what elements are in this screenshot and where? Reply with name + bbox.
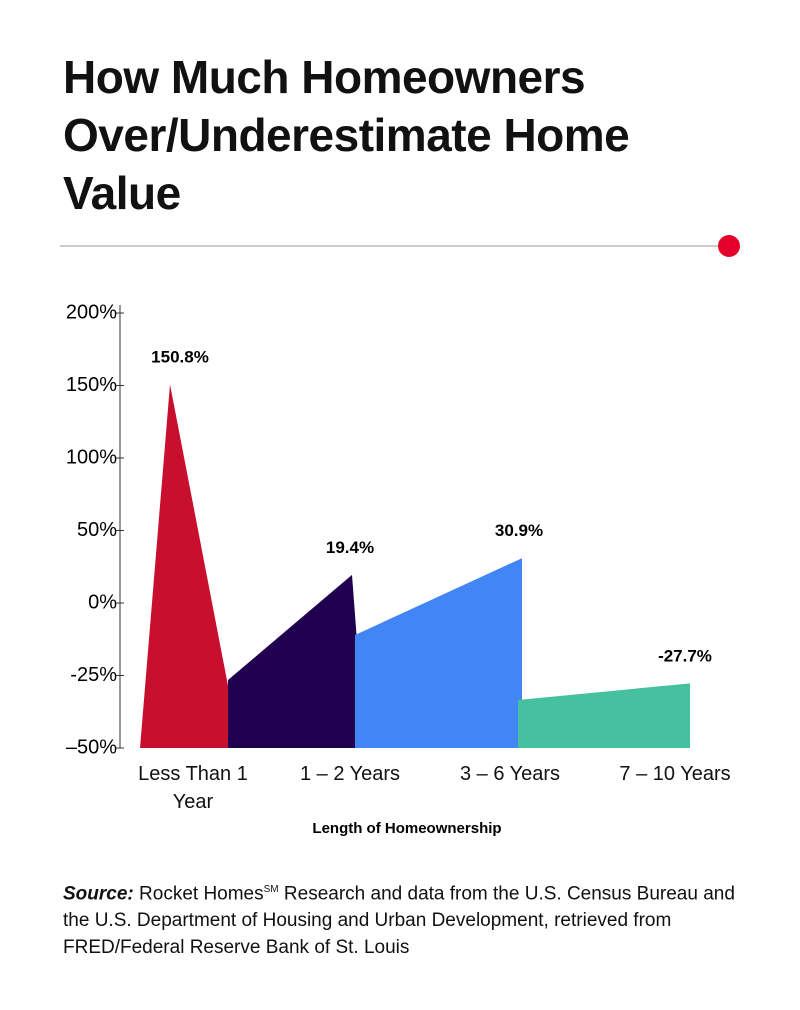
y-tick-label: 100% bbox=[66, 446, 117, 468]
source-main: Rocket Homes bbox=[139, 883, 264, 905]
divider-dot bbox=[718, 235, 740, 257]
source-label: Source: bbox=[63, 883, 134, 905]
value-label: 30.9% bbox=[495, 521, 543, 540]
y-tick-label: 150% bbox=[66, 374, 117, 396]
value-label: 19.4% bbox=[326, 538, 374, 557]
y-tick-label: 0% bbox=[88, 591, 117, 613]
source-rest: Research and data from the U.S. Census B… bbox=[63, 883, 735, 959]
source-sup: SM bbox=[263, 884, 279, 895]
y-tick-label: -25% bbox=[70, 664, 117, 686]
peak-area bbox=[228, 574, 365, 748]
peak-area bbox=[355, 558, 522, 748]
peak-area bbox=[518, 683, 690, 748]
y-tick-label: 50% bbox=[77, 519, 117, 541]
x-tick-label: Less Than 1 Year bbox=[138, 763, 248, 813]
peak-area bbox=[140, 384, 240, 748]
y-tick-label: 200% bbox=[66, 301, 117, 323]
chart-title: How Much Homeowners Over/Underestimate H… bbox=[63, 51, 630, 219]
x-axis-label: Length of Homeownership bbox=[312, 820, 501, 837]
x-tick-label: 7 – 10 Years bbox=[619, 763, 731, 785]
value-label: 150.8% bbox=[151, 347, 209, 366]
y-tick-label: –50% bbox=[66, 736, 117, 758]
x-tick-label: 3 – 6 Years bbox=[459, 763, 561, 785]
source: Source: Rocket HomesSM Research and data… bbox=[63, 876, 763, 961]
value-label: -27.7% bbox=[658, 646, 712, 665]
x-tick-label: 1 – 2 Years bbox=[299, 763, 401, 785]
